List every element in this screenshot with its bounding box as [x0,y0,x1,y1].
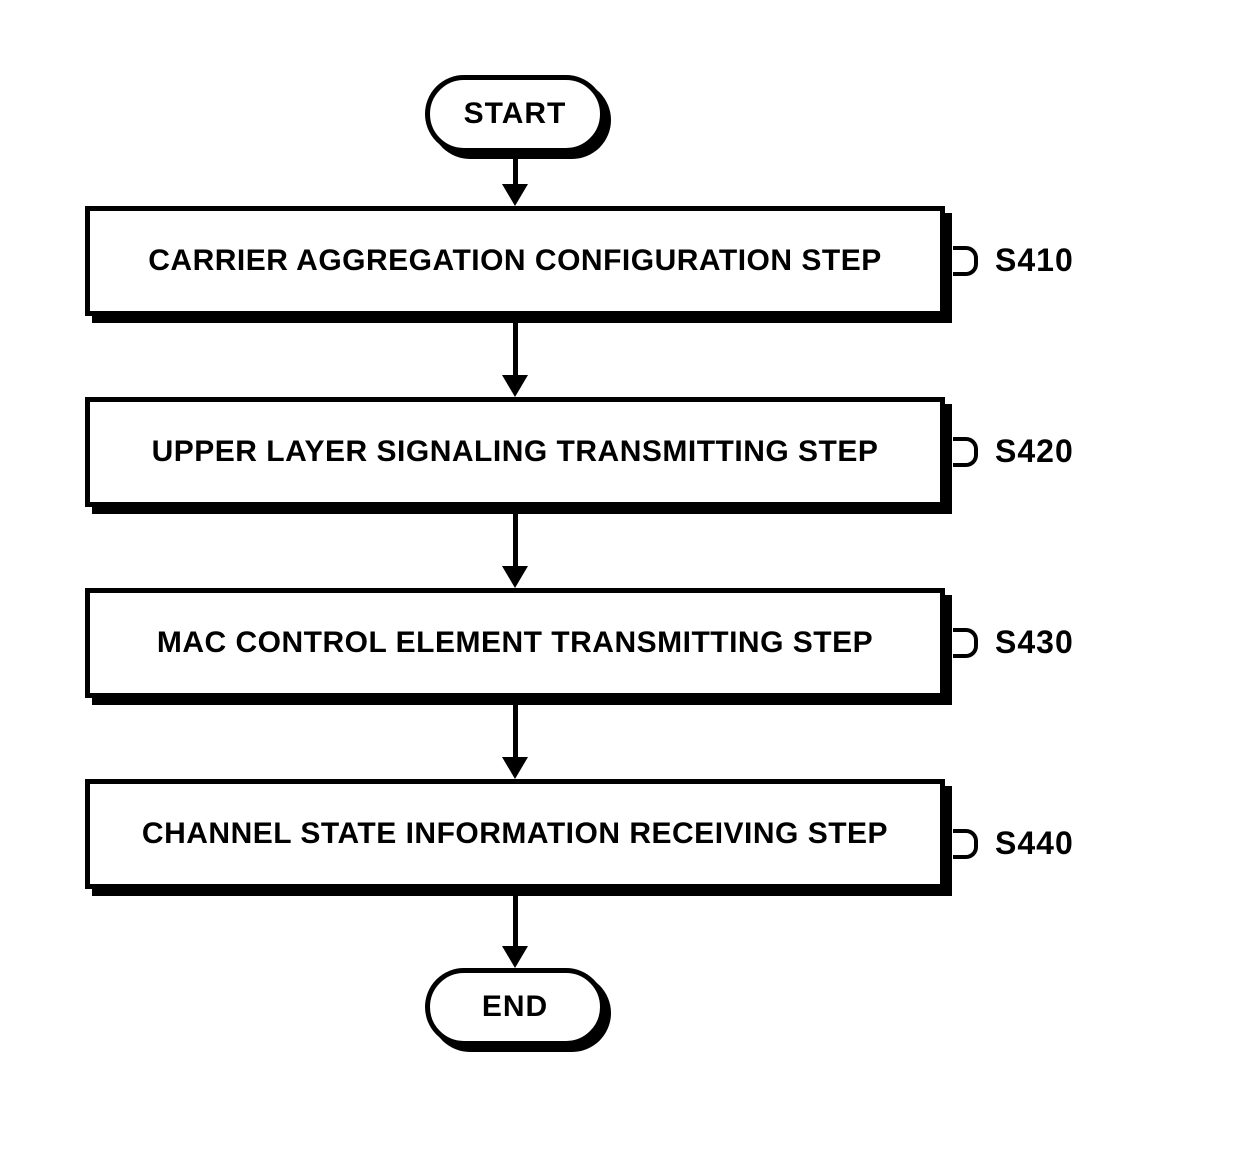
end-box: END [425,968,605,1046]
connector-s430 [953,628,978,643]
label-s430: S430 [995,624,1074,661]
arrow-5 [85,889,945,968]
process-s420-label: UPPER LAYER SIGNALING TRANSMITTING STEP [152,435,879,469]
label-s420: S420 [995,433,1074,470]
process-s440-label: CHANNEL STATE INFORMATION RECEIVING STEP [142,817,888,851]
flowchart-container: START CARRIER AGGREGATION CONFIGURATION … [85,75,1155,1046]
process-s420: UPPER LAYER SIGNALING TRANSMITTING STEP … [85,397,945,507]
arrow-3 [85,507,945,588]
start-terminal: START [425,75,605,153]
arrow-1 [85,153,945,206]
connector-s410-b [953,261,978,276]
start-label: START [464,97,567,131]
process-box: CHANNEL STATE INFORMATION RECEIVING STEP [85,779,945,889]
end-label: END [482,990,548,1024]
process-s410: CARRIER AGGREGATION CONFIGURATION STEP S… [85,206,945,316]
process-s430: MAC CONTROL ELEMENT TRANSMITTING STEP S4… [85,588,945,698]
process-box: UPPER LAYER SIGNALING TRANSMITTING STEP [85,397,945,507]
process-s430-label: MAC CONTROL ELEMENT TRANSMITTING STEP [157,626,873,660]
arrow-line [513,889,518,947]
process-s410-label: CARRIER AGGREGATION CONFIGURATION STEP [148,244,881,278]
process-s440: CHANNEL STATE INFORMATION RECEIVING STEP… [85,779,945,889]
connector-s440-b [953,844,978,859]
connector-s420 [953,437,978,452]
arrow-2 [85,316,945,397]
arrow-head-icon [502,184,528,206]
process-box: MAC CONTROL ELEMENT TRANSMITTING STEP [85,588,945,698]
end-terminal: END [425,968,605,1046]
arrow-line [513,316,518,376]
arrow-line [513,698,518,758]
arrow-head-icon [502,946,528,968]
arrow-head-icon [502,375,528,397]
start-box: START [425,75,605,153]
connector-s430-b [953,643,978,658]
connector-s420-b [953,452,978,467]
arrow-line [513,153,518,185]
label-s410: S410 [995,242,1074,279]
arrow-head-icon [502,566,528,588]
connector-s410 [953,246,978,261]
connector-s440 [953,829,978,844]
arrow-4 [85,698,945,779]
arrow-head-icon [502,757,528,779]
process-box: CARRIER AGGREGATION CONFIGURATION STEP [85,206,945,316]
arrow-line [513,507,518,567]
label-s440: S440 [995,825,1074,862]
